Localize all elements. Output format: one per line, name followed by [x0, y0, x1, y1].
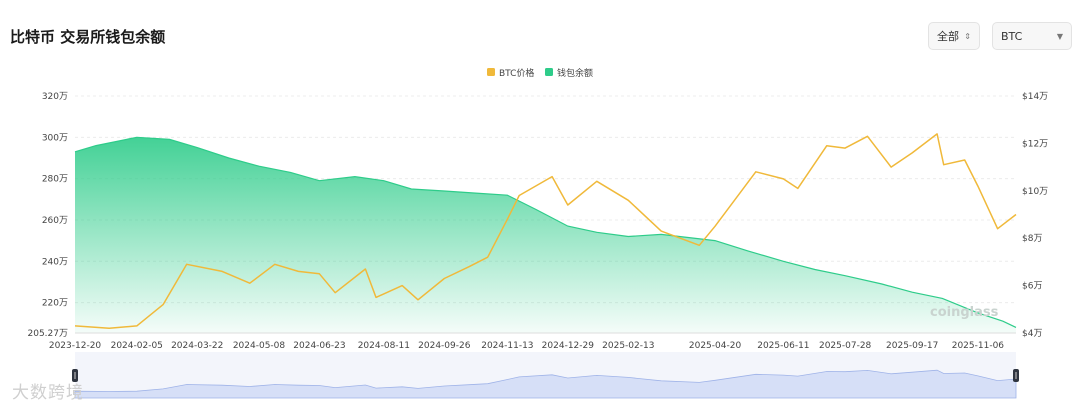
balance-line	[74, 136, 1017, 328]
caret-down-icon: ▼	[1056, 31, 1063, 41]
x-tick-label: 2024-02-05	[111, 341, 163, 351]
y-right-tick-label: $6万	[1022, 282, 1042, 292]
y-left-tick-label: 320万	[42, 92, 68, 102]
asset-select-value: BTC	[1001, 29, 1023, 43]
range-select-value: 全部	[937, 30, 959, 43]
x-tick-label: 2024-11-13	[481, 341, 533, 351]
page-title: 比特币 交易所钱包余额	[10, 28, 166, 46]
navigator-series	[74, 369, 1017, 399]
y-left-tick-label: 240万	[42, 257, 68, 267]
coinglass-watermark: coinglass	[930, 305, 999, 320]
y-right-tick-label: $4万	[1022, 329, 1042, 339]
balance-area	[75, 137, 1016, 333]
y-left-tick-label: 205.27万	[28, 329, 69, 339]
y-left-tick-label: 300万	[42, 133, 68, 143]
y-left-tick-label: 220万	[42, 299, 68, 309]
y-left-tick-label: 260万	[42, 216, 68, 226]
x-tick-label: 2024-08-11	[358, 341, 410, 351]
price-line	[74, 133, 1017, 330]
x-tick-label: 2024-09-26	[418, 341, 471, 351]
x-tick-label: 2025-09-17	[886, 341, 938, 351]
legend-swatch	[545, 68, 553, 76]
y-right-tick-label: $10万	[1022, 187, 1048, 197]
y-left-tick-label: 280万	[42, 175, 68, 185]
x-tick-label: 2024-06-23	[293, 341, 345, 351]
legend-label: BTC价格	[499, 67, 534, 79]
y-right-tick-label: $12万	[1022, 139, 1048, 149]
range-navigator[interactable]	[72, 352, 1019, 399]
x-tick-label: 2025-04-20	[689, 341, 742, 351]
x-tick-label: 2025-02-13	[602, 341, 654, 351]
x-tick-label: 2025-06-11	[757, 341, 809, 351]
range-select[interactable]: 全部 ⇕	[928, 22, 980, 50]
x-tick-label: 2025-07-28	[819, 341, 872, 351]
x-tick-label: 2025-11-06	[952, 341, 1005, 351]
x-tick-label: 2024-12-29	[542, 341, 595, 351]
x-tick-label: 2024-03-22	[171, 341, 223, 351]
y-right-tick-label: $14万	[1022, 92, 1048, 102]
x-tick-label: 2023-12-20	[49, 341, 102, 351]
chart-legend: BTC价格 钱包余额	[487, 67, 593, 79]
asset-select[interactable]: BTC ▼	[992, 22, 1072, 50]
y-right-tick-label: $8万	[1022, 234, 1042, 244]
legend-swatch	[487, 68, 495, 76]
brand-watermark: 大数跨境	[12, 383, 84, 403]
x-tick-label: 2024-05-08	[233, 341, 286, 351]
legend-label: 钱包余额	[557, 67, 593, 79]
updown-chevron-icon: ⇕	[964, 31, 971, 41]
